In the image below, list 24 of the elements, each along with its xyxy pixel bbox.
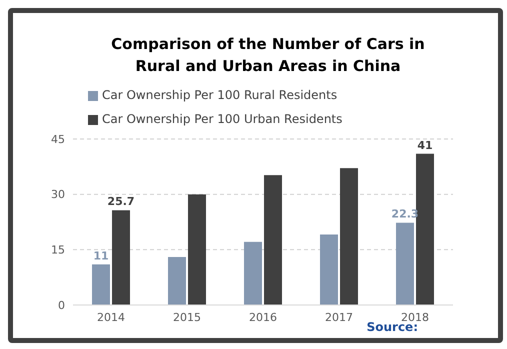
y-tick-label: 45 [51, 132, 65, 146]
bar [416, 154, 434, 305]
x-tick-label: 2014 [97, 310, 125, 324]
bar [188, 194, 206, 305]
data-label: 11 [93, 249, 109, 262]
bar [264, 175, 282, 305]
bar [168, 257, 186, 305]
y-tick-label: 15 [51, 244, 65, 257]
y-tick-label: 0 [58, 298, 65, 312]
x-tick-label: 2015 [173, 310, 201, 324]
chart-title: Comparison of the Number of Cars in Rural and Urban Areas in China [110, 34, 426, 77]
bar [244, 242, 262, 305]
bar [320, 234, 338, 305]
data-label: 25.7 [107, 195, 135, 208]
bar [396, 222, 414, 305]
bar [340, 168, 358, 305]
legend-label: Car Ownership Per 100 Rural Residents [102, 88, 338, 102]
data-label: 41 [417, 138, 433, 152]
y-tick-label: 30 [51, 188, 65, 202]
x-tick-label: 2017 [325, 310, 353, 324]
legend-label: Car Ownership Per 100 Urban Residents [102, 112, 342, 126]
x-tick-label: 2016 [249, 310, 277, 324]
bar [92, 264, 110, 305]
bar [112, 210, 130, 305]
